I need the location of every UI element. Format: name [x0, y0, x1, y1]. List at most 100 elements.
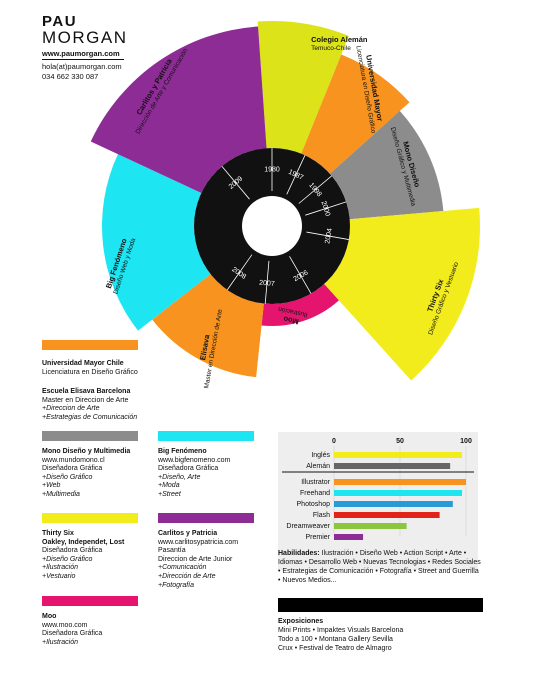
year-tick: [286, 155, 306, 195]
exhibition-item: Todo a 100 • Montana Gallery Sevilla: [278, 636, 393, 643]
wheel-segment: [90, 26, 267, 194]
experience-block: Thirty Six Oakley, Independet, Lost Diseña…: [42, 530, 157, 582]
category-label: Premier: [305, 534, 330, 541]
experience-detail: +Ilustración: [42, 638, 78, 646]
segment-subtitle: Temuco-Chile: [311, 45, 351, 52]
experience-detail: +Diseño Gráfico: [42, 473, 93, 481]
email[interactable]: hola(at)paumorgan.com: [42, 62, 122, 71]
wheel-segment: [301, 54, 410, 174]
experience-color-bar: [42, 596, 138, 606]
experience-block: Big Fenómeno www.bigfenomeno.com Diseñador…: [158, 448, 273, 500]
year-tick: [264, 260, 270, 304]
experience-detail: +Direccion de Arte: [42, 405, 100, 413]
wheel-segment: [324, 207, 480, 381]
exhibition-item: Crux • Festival de Teatro de Almagro: [278, 645, 392, 652]
experience-line: Diseñadora Gráfica: [158, 465, 219, 473]
year-tick: [305, 201, 347, 216]
tick-label: 100: [460, 438, 472, 445]
skills-label: Habilidades:: [278, 550, 320, 557]
experience-block: Moo www.moo.com Diseñadora Gráfica +Ilustra…: [42, 613, 157, 647]
category-label: Flash: [313, 512, 330, 519]
skill-bar: [334, 501, 453, 507]
year-label: 2000: [320, 200, 332, 217]
wheel-segment: [152, 274, 264, 378]
exhibitions: Exposiciones Mini Prints • Impaktes Visu…: [278, 617, 483, 653]
experience-title: Universidad Mayor Chile: [42, 360, 124, 367]
skill-bar: [334, 452, 463, 458]
experience-title: Mono Diseño y Multimedia: [42, 448, 131, 455]
skill-bar: [334, 534, 364, 540]
year-tick: [226, 254, 253, 291]
experience-color-bar: [42, 340, 138, 350]
skill-bar: [334, 463, 451, 469]
skills-text: Habilidades: Ilustración • Diseño Web • …: [278, 549, 483, 585]
experience-detail: +Vestuario: [42, 572, 76, 580]
experience-detail: +Diseño, Arte: [158, 473, 201, 481]
header-rule: [42, 59, 124, 60]
wheel-segment: [261, 283, 339, 326]
experience-detail: +Ilustración: [42, 564, 78, 572]
website[interactable]: www.paumorgan.com: [42, 49, 120, 58]
segment-title: Moo: [282, 314, 299, 326]
experience-line: Diseñadora Gráfica: [42, 465, 103, 473]
experience-line: Pasantía: [158, 547, 186, 555]
phone: 034 662 330 087: [42, 72, 99, 81]
year-tick: [289, 256, 312, 294]
skills-list: Ilustración • Diseño Web • Action Script…: [278, 550, 481, 584]
wheel-center: [242, 196, 302, 256]
experience-block: Carlitos y Patricia www.carlitosypatricia…: [158, 530, 273, 590]
exhibitions-title: Exposiciones: [278, 618, 324, 625]
exhibition-item: Mini Prints • Impaktes Visuals Barcelona: [278, 627, 404, 634]
year-label: 2007: [259, 280, 275, 288]
experience-detail: +Fotografía: [158, 581, 194, 589]
experience-block: Mono Diseño y Multimedia www.mundomono.cl…: [42, 448, 157, 500]
experience-title: Big Fenómeno: [158, 448, 207, 455]
experience-detail: +Dirección de Arte: [158, 572, 216, 580]
exhibitions-bar: [278, 598, 483, 612]
name-first: PAU: [42, 13, 78, 30]
category-label: Photoshop: [297, 501, 331, 508]
experience-block: Escuela Elisava Barcelona Master en Direc…: [42, 388, 157, 422]
experience-line: www.bigfenomeno.com: [158, 456, 231, 464]
skills-bars: 0 50 100 Inglés Alemán Illustrator Freehand Pho…: [282, 438, 474, 541]
skill-bar: [334, 512, 440, 518]
category-label: Illustrator: [301, 479, 330, 486]
experience-block: Universidad Mayor Chile Licenciatura en D…: [42, 360, 157, 377]
name-last: MORGAN: [42, 28, 128, 47]
experience-title: Carlitos y Patricia: [158, 530, 218, 537]
experience-detail: +Estrategias de Comunicación: [42, 413, 138, 421]
experience-line: Diseñadora Gráfica: [42, 630, 103, 638]
skill-bar: [334, 479, 466, 485]
category-label: Freehand: [300, 490, 330, 497]
experience-detail: +Street: [158, 490, 181, 498]
experience-title: Escuela Elisava Barcelona: [42, 388, 131, 395]
tick-label: 50: [396, 438, 404, 445]
experience-line: Oakley, Independet, Lost: [42, 538, 125, 546]
wheel-segment: [329, 110, 444, 220]
experience-detail: +Moda: [158, 482, 180, 490]
experience-detail: +Diseño Gráfico: [42, 555, 93, 563]
experience-color-bar: [42, 431, 138, 441]
experience-line: Licenciatura en Diseño Gráfico: [42, 368, 138, 376]
category-label: Inglés: [311, 452, 330, 459]
experience-line: Master en Direccion de Arte: [42, 396, 129, 404]
experience-line: www.mundomono.cl: [42, 456, 105, 464]
experience-color-bar: [42, 513, 138, 523]
segment-title: Colegio Alemán: [311, 35, 368, 44]
experience-line: www.carlitosypatricia.com: [158, 538, 239, 546]
experience-line: Diseñadora Gráfica: [42, 547, 103, 555]
year-label: 1980: [264, 167, 280, 174]
tick-label: 0: [332, 438, 336, 445]
experience-line: Direccion de Arte Junior: [158, 555, 233, 563]
experience-detail: +Comunicación: [158, 564, 207, 572]
wheel-segment: [257, 21, 349, 154]
year-label: 2004: [324, 228, 334, 245]
wheel-segment: [101, 154, 211, 331]
skill-bar: [334, 523, 407, 529]
experience-color-bar: [158, 431, 254, 441]
experience-color-bar: [158, 513, 254, 523]
experience-detail: +Multimedia: [42, 490, 80, 498]
experience-detail: +Web: [42, 482, 61, 490]
category-label: Alemán: [306, 463, 330, 470]
year-tick: [298, 175, 333, 204]
